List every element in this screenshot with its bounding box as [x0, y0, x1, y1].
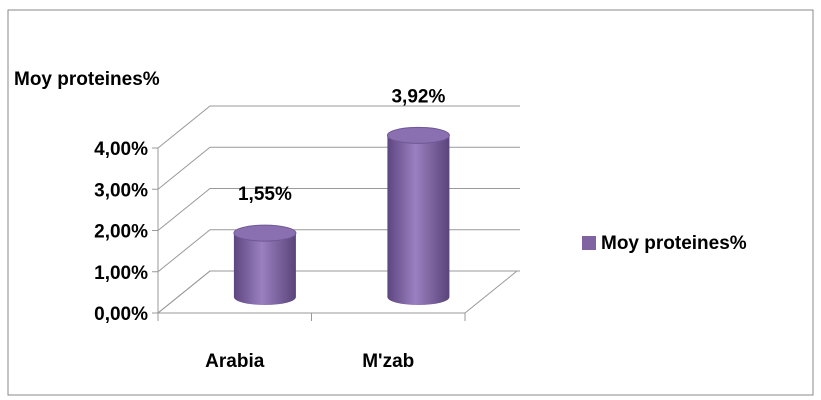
legend-label: Moy proteines%	[601, 233, 747, 254]
y-tick-label: 4,00%	[94, 139, 148, 160]
data-label: 1,55%	[238, 184, 292, 205]
x-tick-label: Arabia	[205, 351, 265, 372]
y-tick-label: 1,00%	[94, 263, 148, 284]
x-tick-label: M'zab	[362, 351, 414, 372]
bar-top	[386, 126, 450, 144]
data-label: 3,92%	[391, 86, 445, 107]
chart-title: Moy proteines%	[14, 69, 160, 90]
grid-line	[157, 105, 520, 149]
bar	[233, 233, 296, 306]
y-tick-label: 0,00%	[94, 304, 148, 325]
bar	[387, 135, 450, 306]
legend-swatch	[582, 236, 596, 250]
bar-top	[233, 224, 297, 242]
y-tick-label: 2,00%	[94, 222, 148, 243]
y-tick-label: 3,00%	[94, 180, 148, 201]
